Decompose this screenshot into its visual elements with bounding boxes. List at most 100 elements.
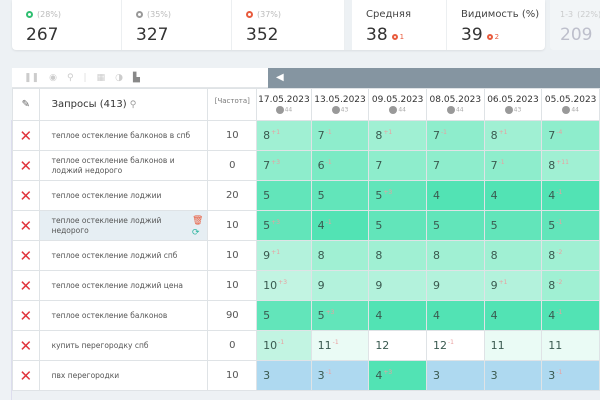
remove-icon[interactable]: ✕ — [12, 180, 40, 211]
remove-icon[interactable]: ✕ — [12, 330, 40, 361]
table-row[interactable]: ✕ теплое остекление лоджий цена 10 10+3 9 9… — [12, 270, 600, 301]
remove-icon[interactable]: ✕ — [12, 150, 40, 181]
position: 9 — [375, 279, 383, 292]
query-cell[interactable]: теплое остекление балконов в спб — [38, 120, 209, 151]
pct: (37%) — [257, 9, 282, 19]
pause-icon[interactable]: ❚❚ — [24, 72, 40, 83]
remove-icon[interactable]: ✕ — [12, 240, 40, 271]
date: 05.05.2023 — [544, 95, 597, 105]
search-engine-icon — [504, 106, 513, 114]
date-header[interactable]: 08.05.2023 44 — [425, 88, 485, 121]
search-engine-icon — [389, 106, 398, 114]
remove-icon[interactable]: ✕ — [12, 120, 40, 151]
query-cell[interactable]: купить перегородку спб — [38, 330, 209, 361]
count: 44 — [398, 106, 406, 114]
date-header[interactable]: 13.05.2023 43 — [310, 88, 370, 121]
date-header[interactable]: 06.05.2023 43 — [483, 88, 543, 121]
position: 4 — [548, 309, 556, 322]
delta: 1 — [399, 33, 405, 41]
position: 8 — [490, 249, 498, 262]
position-cell: 5 — [310, 180, 370, 211]
position: 8 — [263, 129, 271, 142]
query-cell[interactable]: теплое остекление лоджий спб — [38, 240, 209, 271]
count: 44 — [571, 106, 579, 114]
query-text: теплое остекление балконов и лоджий недо… — [51, 155, 175, 175]
export-icon[interactable]: ▙ — [132, 72, 140, 83]
trash-icon[interactable]: 🗑 — [192, 216, 204, 226]
position-cell: 4+3 — [368, 360, 427, 391]
remove-icon[interactable]: ✕ — [12, 210, 40, 241]
query-text: теплое остекление лоджий цена — [51, 280, 183, 290]
queries-title: Запросы (413) — [51, 99, 127, 110]
table-row[interactable]: ✕ теплое остекление лоджий недорого 🗑 ⟳ 10… — [12, 210, 600, 241]
position: 8 — [548, 279, 556, 292]
position: 7 — [548, 129, 556, 142]
position-cell: 8+11 — [541, 150, 600, 181]
query-text: пвх перегородки — [51, 370, 120, 380]
position-change: -1 — [332, 339, 339, 347]
average-card[interactable]: Средняя 38 1 — [352, 0, 447, 50]
position-cell: 7-1 — [425, 120, 485, 151]
contrast-icon[interactable]: ◑ — [115, 72, 123, 83]
visibility-card[interactable]: Видимость (%) 39 2 — [447, 0, 545, 50]
table-row[interactable]: ✕ теплое остекление балконов в спб 10 8+1… — [12, 120, 600, 151]
table-row[interactable]: ✕ теплое остекление балконов и лоджий не… — [12, 150, 600, 181]
query-text: теплое остекление балконов в спб — [51, 130, 191, 140]
position-cell: 4 — [483, 180, 543, 211]
query-cell[interactable]: теплое остекление балконов — [38, 300, 209, 331]
query-cell[interactable]: пвх перегородки — [38, 360, 209, 391]
position: 5 — [263, 189, 271, 202]
query-cell[interactable]: теплое остекление лоджий недорого 🗑 ⟳ — [38, 210, 209, 241]
red-circle-icon — [246, 10, 253, 18]
frequency-cell: 10 — [207, 120, 258, 151]
toggle-icon[interactable]: ◉ — [49, 72, 57, 83]
remove-icon[interactable]: ✕ — [12, 360, 40, 391]
grid-icon[interactable]: ▦ — [96, 72, 106, 83]
table-row[interactable]: ✕ купить перегородку спб 0 10-1 11-1 12 12-1… — [12, 330, 600, 361]
summary-green[interactable]: (28%) 267 — [12, 0, 122, 50]
position-cell: 12 — [368, 330, 427, 361]
position: 9 — [432, 279, 440, 292]
position: 3 — [490, 369, 498, 382]
query-cell[interactable]: теплое остекление лоджии — [38, 180, 209, 211]
table-row[interactable]: ✕ теплое остекление лоджии 20 5 5 5+3 4 4 4-1 — [12, 180, 600, 211]
position-cell: 6-1 — [310, 150, 370, 181]
scroll-left-button[interactable]: ◀ — [268, 68, 600, 88]
date: 17.05.2023 — [258, 95, 310, 105]
remove-icon[interactable]: ✕ — [12, 270, 40, 301]
summary-cards: (28%) 267 (35%) 327 (37%) 352 Средняя 38… — [12, 0, 545, 50]
date-header[interactable]: 05.05.2023 44 — [541, 88, 600, 121]
position-change: +3 — [271, 219, 281, 227]
position-change: -1 — [325, 369, 332, 377]
label: Средняя — [366, 8, 411, 20]
position-cell: 5 — [368, 210, 427, 241]
remove-icon[interactable]: ✕ — [12, 300, 40, 331]
position: 12 — [432, 339, 447, 352]
pct: (22%) — [577, 9, 600, 19]
table-row[interactable]: ✕ пвх перегородки 10 3 3-1 4+3 3 3 3-1 — [12, 360, 600, 391]
table-row[interactable]: ✕ теплое остекление лоджий спб 10 9+1 8 8 8 8… — [12, 240, 600, 271]
queries-header[interactable]: Запросы (413) ⚲ — [38, 88, 209, 121]
query-cell[interactable]: теплое остекление балконов и лоджий недо… — [38, 150, 209, 181]
frequency-header[interactable]: [Частота] — [207, 88, 258, 121]
position-cell: 7-4 — [541, 120, 600, 151]
table-row[interactable]: ✕ теплое остекление балконов 90 5 5+3 4 4 4 4-… — [12, 300, 600, 331]
position-cell: 4-1 — [541, 180, 600, 211]
refresh-icon[interactable]: ⟳ — [192, 228, 200, 238]
table-toolbar: ❚❚ ◉ ⚲ | ▦ ◑ ▙ — [12, 68, 268, 88]
position-cell: 7-1 — [483, 150, 543, 181]
position-change: -2 — [556, 249, 563, 257]
paperclip-icon[interactable]: ✎ — [21, 99, 30, 110]
summary-gray[interactable]: (35%) 327 — [122, 0, 232, 50]
summary-red[interactable]: (37%) 352 — [232, 0, 345, 50]
search-icon[interactable]: ⚲ — [129, 100, 137, 110]
position: 7 — [375, 159, 383, 172]
date-header[interactable]: 09.05.2023 44 — [368, 88, 427, 121]
date-header[interactable]: 17.05.2023 44 — [256, 88, 312, 121]
position: 11 — [317, 339, 332, 352]
top3-card[interactable]: 1-3 (22%) 209 — [550, 0, 600, 50]
link-icon[interactable]: ⚲ — [66, 72, 74, 83]
position-cell: 9+1 — [483, 270, 543, 301]
position-cell: 5 — [425, 210, 485, 241]
query-cell[interactable]: теплое остекление лоджий цена — [38, 270, 209, 301]
